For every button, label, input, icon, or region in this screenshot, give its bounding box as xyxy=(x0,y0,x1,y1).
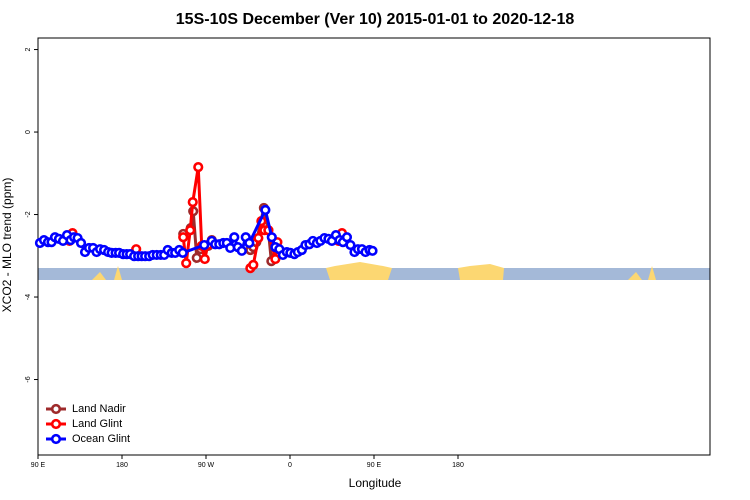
data-point xyxy=(75,237,87,249)
data-point xyxy=(185,225,196,236)
data-point xyxy=(181,258,192,269)
legend-marker xyxy=(50,403,62,415)
y-tick-label: -4 xyxy=(25,294,32,300)
land-region xyxy=(648,266,656,280)
x-tick-label: 0 xyxy=(288,462,292,469)
x-tick-label: 90 E xyxy=(367,462,382,469)
x-tick-label: 90 E xyxy=(31,462,46,469)
land-region xyxy=(326,262,392,280)
legend-label: Land Glint xyxy=(72,418,122,430)
land-region xyxy=(114,266,122,280)
x-axis-label: Longitude xyxy=(349,476,402,490)
land-region xyxy=(458,264,504,280)
land-mask xyxy=(38,262,710,280)
data-point xyxy=(345,239,356,251)
data-point xyxy=(266,232,277,243)
x-tick-label: 90 W xyxy=(198,462,215,469)
land-region xyxy=(628,272,642,280)
data-point xyxy=(177,247,188,258)
data-point xyxy=(199,239,210,251)
data-point xyxy=(244,237,255,249)
legend-label: Ocean Glint xyxy=(72,433,130,445)
y-tick-label: 0 xyxy=(25,130,32,134)
data-point xyxy=(253,232,264,244)
x-tick-label: 180 xyxy=(452,462,464,469)
data-point xyxy=(341,232,353,243)
y-tick-label: 2 xyxy=(25,48,32,52)
data-point xyxy=(367,245,378,256)
data-point xyxy=(236,245,247,256)
legend-label: Land Nadir xyxy=(72,403,126,415)
y-tick-label: -6 xyxy=(25,376,32,382)
legend-marker xyxy=(50,418,62,430)
data-point xyxy=(229,232,240,243)
data-point xyxy=(191,252,202,263)
data-point xyxy=(187,197,198,208)
data-point xyxy=(260,204,271,216)
data-point xyxy=(248,259,259,270)
data-point xyxy=(270,253,281,265)
data-point xyxy=(178,232,189,243)
land-region xyxy=(92,272,106,280)
y-axis-label: XCO2 - MLO trend (ppm) xyxy=(0,178,14,313)
data-point xyxy=(199,253,210,265)
legend-marker xyxy=(50,433,62,445)
data-point xyxy=(193,162,204,173)
y-tick-label: -2 xyxy=(25,211,32,217)
x-tick-label: 180 xyxy=(116,462,128,469)
chart-title: 15S-10S December (Ver 10) 2015-01-01 to … xyxy=(176,11,575,28)
